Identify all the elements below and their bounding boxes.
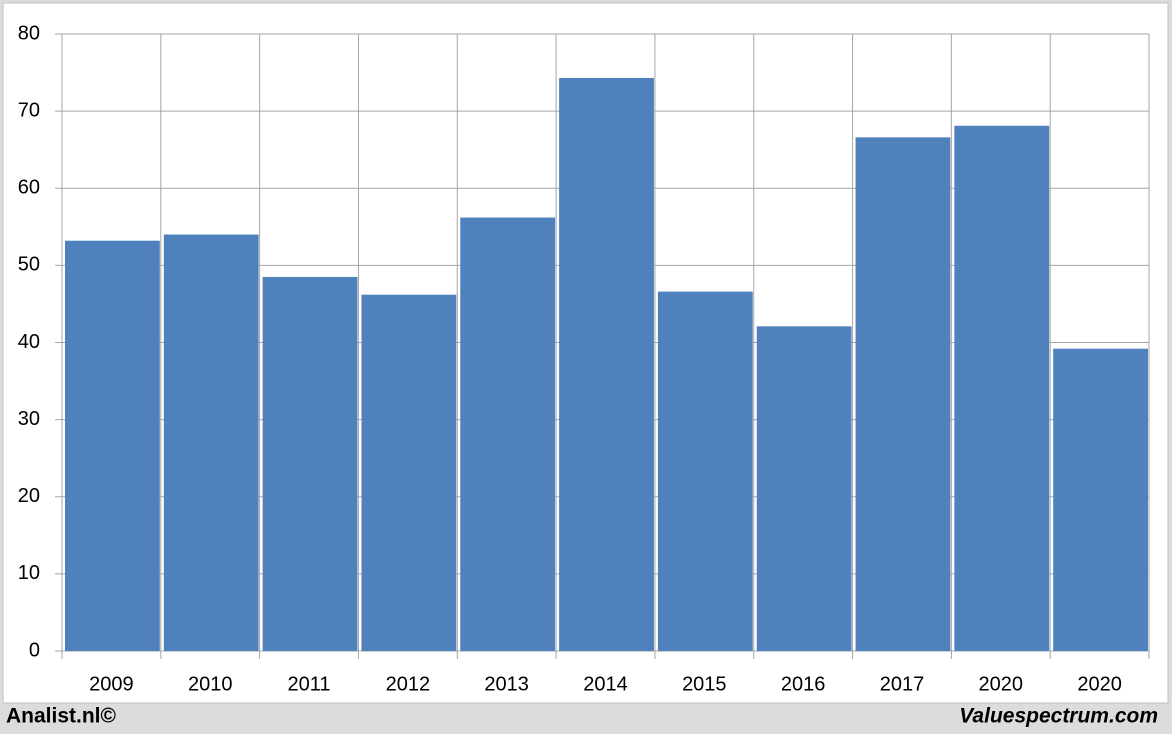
y-tick-label: 30 xyxy=(18,408,40,430)
source-left: Analist.nl© xyxy=(6,705,117,728)
y-tick-label: 60 xyxy=(18,177,40,199)
y-tick-label: 50 xyxy=(18,254,40,276)
bar xyxy=(65,240,160,651)
source-right: Valuespectrum.com xyxy=(959,705,1158,728)
bar xyxy=(756,326,852,651)
x-tick-label: 2016 xyxy=(781,673,826,695)
y-tick-label: 80 xyxy=(18,22,40,44)
x-tick-label: 2017 xyxy=(880,673,925,695)
x-tick-label: 2009 xyxy=(89,673,134,695)
x-tick-label: 2013 xyxy=(484,673,529,695)
x-tick-label: 2011 xyxy=(288,673,331,695)
bar xyxy=(460,217,556,651)
x-tick-label: 2010 xyxy=(188,673,233,695)
y-tick-label: 0 xyxy=(29,639,40,661)
x-tick-label: 2012 xyxy=(386,673,431,695)
y-tick-label: 40 xyxy=(18,331,40,353)
bar xyxy=(855,137,951,651)
y-tick-label: 10 xyxy=(18,562,40,584)
bar xyxy=(657,291,753,651)
x-tick-label: 2014 xyxy=(583,673,628,695)
bar xyxy=(954,125,1050,651)
x-tick-label: 2020 xyxy=(979,673,1024,695)
bar xyxy=(1053,348,1148,651)
bar xyxy=(262,276,358,651)
bar xyxy=(559,77,654,652)
x-tick-label: 2020 xyxy=(1077,673,1122,695)
y-tick-label: 20 xyxy=(18,485,40,507)
y-tick-label: 70 xyxy=(18,99,40,121)
bar xyxy=(361,294,457,651)
bar xyxy=(163,234,259,651)
x-tick-label: 2015 xyxy=(682,673,727,695)
